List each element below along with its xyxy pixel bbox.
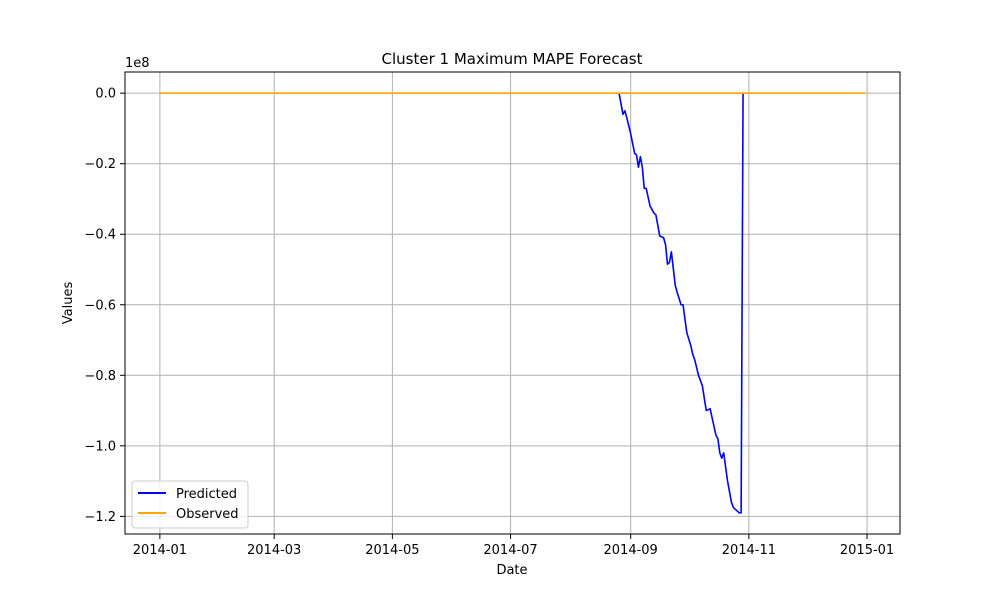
series-line-predicted [618,93,744,514]
y-axis-label: Values [61,282,76,325]
x-tick-label: 2014-01 [133,543,187,558]
series-lines [159,92,866,514]
x-tick-label: 2014-05 [365,543,419,558]
y-tick-label: −0.6 [84,298,116,313]
x-tick-label: 2015-01 [840,543,894,558]
legend-label-predicted: Predicted [176,487,237,502]
x-axis-ticks: 2014-01 2014-03 2014-05 2014-07 2014-09 2014-… [133,534,894,558]
legend-label-observed: Observed [176,507,239,522]
plot-area-frame [124,71,901,535]
legend: Predicted Observed [131,480,249,529]
y-axis-offset-text: 1e8 [125,56,150,71]
x-tick-label: 2014-11 [722,543,776,558]
x-tick-label: 2014-03 [247,543,301,558]
y-tick-label: −0.4 [84,228,116,243]
y-tick-label: −0.8 [84,369,116,384]
y-tick-label: −1.0 [84,439,116,454]
y-tick-label: 0.0 [95,87,116,102]
y-axis-ticks: 0.0 −0.2 −0.4 −0.6 −0.8 −1.0 −1.2 [84,87,125,525]
x-axis-label: Date [496,563,527,578]
y-tick-label: −0.2 [84,157,116,172]
x-tick-label: 2014-07 [483,543,537,558]
chart-title: Cluster 1 Maximum MAPE Forecast [382,50,643,68]
x-tick-label: 2014-09 [604,543,658,558]
y-tick-label: −1.2 [84,510,116,525]
